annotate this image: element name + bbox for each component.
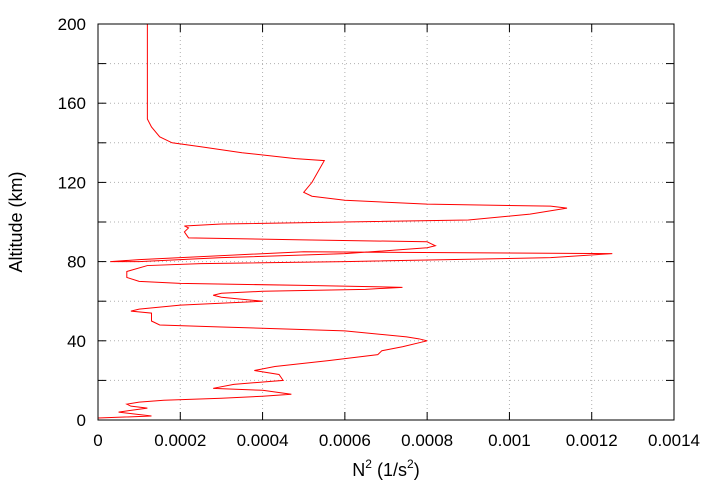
grid-lines: [98, 24, 674, 420]
y-tick-label: 80: [67, 253, 86, 272]
x-tick-label: 0.0002: [154, 431, 206, 450]
x-axis-label: N2 (1/s2): [352, 457, 419, 480]
y-tick-label: 120: [58, 173, 86, 192]
x-tick-label: 0.0008: [401, 431, 453, 450]
x-tick-label: 0: [93, 431, 102, 450]
series-line-0: [97, 24, 613, 419]
y-tick-label: 0: [77, 411, 86, 430]
plot-frame: [97, 23, 675, 421]
data-series: [97, 24, 613, 419]
y-axis-label: Altitude (km): [6, 171, 26, 272]
x-tick-label: 0.0014: [648, 431, 700, 450]
y-tick-label: 200: [58, 15, 86, 34]
x-axis-label-unit-close: ): [414, 460, 420, 480]
x-axis-label-main: N: [352, 460, 365, 480]
x-tick-label: 0.0006: [319, 431, 371, 450]
x-axis-label-exp: 2: [365, 457, 372, 471]
y-tick-label: 40: [67, 332, 86, 351]
x-tick-label: 0.0012: [566, 431, 618, 450]
y-tick-label: 160: [58, 94, 86, 113]
x-tick-labels: 0 0.0002 0.0004 0.0006 0.0008 0.001 0.0012 0.00…: [93, 431, 700, 450]
x-tick-label: 0.001: [488, 431, 531, 450]
x-axis-label-unit-exp: 2: [407, 457, 414, 471]
x-tick-label: 0.0004: [237, 431, 289, 450]
y-tick-labels: 0 40 80 120 160 200: [58, 15, 86, 430]
x-axis-label-unit-open: (1/s: [372, 460, 407, 480]
